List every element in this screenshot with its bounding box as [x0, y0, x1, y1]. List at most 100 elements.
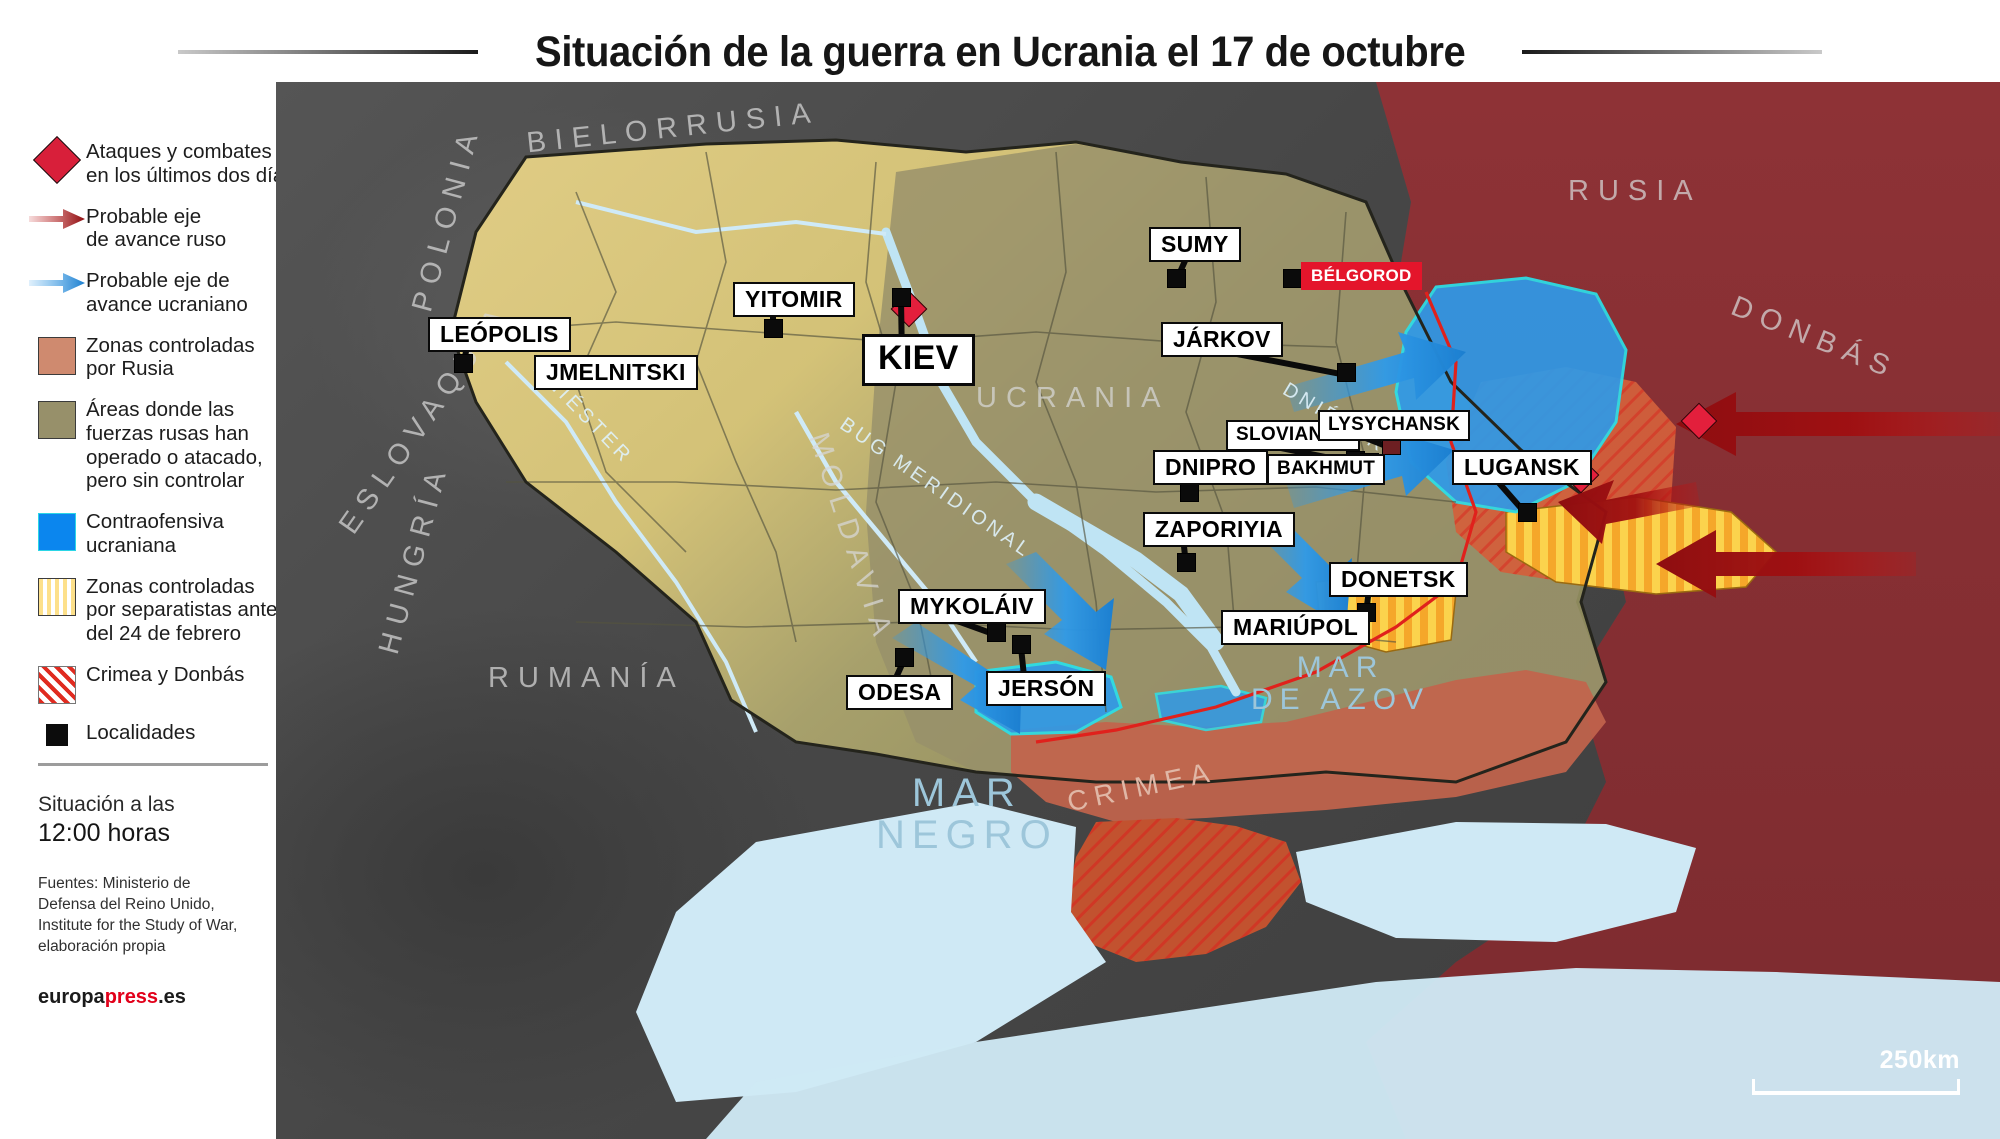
legend-item: Probable eje de avance ucraniano — [28, 269, 348, 317]
city-label[interactable]: ZAPORIYIA — [1143, 512, 1295, 548]
city-label[interactable]: BÉLGOROD — [1301, 262, 1422, 290]
city-marker-icon[interactable] — [895, 648, 914, 667]
legend-item: Localidades — [28, 721, 348, 747]
city-label[interactable]: KIEV — [862, 334, 975, 386]
city-label[interactable]: LYSYCHANSK — [1318, 410, 1471, 441]
city-marker-icon[interactable] — [1518, 503, 1537, 522]
blue-swatch-icon — [38, 513, 76, 552]
map-vector-layer — [449, 82, 2000, 1139]
city-marker-icon[interactable] — [764, 319, 783, 338]
legend-symbol — [28, 663, 86, 705]
sea-label: MAR NEGRO — [876, 771, 1058, 857]
legend-item: Ataques y combates en los últimos dos día… — [28, 135, 348, 188]
city-marker-icon[interactable] — [892, 288, 911, 307]
legend-item-label: Probable eje de avance ucraniano — [86, 269, 248, 316]
legend-symbol — [28, 721, 86, 747]
city-label[interactable]: BAKHMUT — [1267, 454, 1386, 485]
page-title: Situación de la guerra en Ucrania el 17 … — [534, 27, 1466, 76]
legend-symbol — [28, 205, 86, 230]
water-black-sea — [636, 802, 1106, 1102]
red-arrow-lugansk-north — [1676, 392, 2000, 456]
brand-black: europa — [38, 985, 105, 1008]
scale-value: 250km — [1879, 1046, 1960, 1074]
river-dniester — [504, 360, 758, 733]
situation-label: Situación a las — [38, 793, 175, 817]
legend-item: Probable eje de avance ruso — [28, 205, 348, 253]
brand-logo: europapress.es — [38, 986, 348, 1009]
legend-symbol — [28, 575, 86, 616]
city-label[interactable]: JÁRKOV — [1161, 322, 1283, 358]
brand-red: press — [104, 985, 159, 1008]
river-pripyat — [575, 200, 887, 236]
country-label: UCRANIA — [976, 382, 1170, 414]
header: Situación de la guerra en Ucrania el 17 … — [0, 0, 2000, 104]
title-rule-left — [177, 50, 478, 54]
city-label[interactable]: DNIPRO — [1153, 450, 1269, 486]
city-label[interactable]: LUGANSK — [1452, 450, 1592, 486]
city-marker-icon[interactable] — [987, 623, 1006, 642]
border-ukraine — [449, 138, 1608, 784]
scale-bar: 250km — [1752, 1046, 1960, 1095]
front-line — [1035, 291, 1478, 744]
red-diamond-icon — [32, 135, 82, 185]
legend-item-label: Ataques y combates en los últimos dos día… — [86, 140, 295, 187]
sources-note: Fuentes: Ministerio de Defensa del Reino … — [38, 875, 238, 956]
legend-item-label: Áreas donde las fuerzas rusas han operado … — [86, 398, 263, 493]
legend-item-label: Localidades — [86, 721, 196, 745]
country-label: RUMANÍA — [488, 662, 685, 694]
legend-divider — [38, 763, 268, 767]
city-label[interactable]: ODESA — [846, 675, 954, 711]
city-marker-icon[interactable] — [1283, 269, 1302, 288]
city-label[interactable]: MYKOLÁIV — [898, 589, 1046, 625]
legend-item-label: Crimea y Donbás — [86, 663, 245, 687]
city-label[interactable]: JERSÓN — [986, 671, 1107, 707]
legend-symbol — [28, 334, 86, 375]
salmon-swatch-icon — [38, 336, 76, 375]
legend-item-label: Zonas controladas por Rusia — [86, 333, 255, 381]
olive-swatch-icon — [38, 401, 76, 440]
red-arrow-donetsk — [1558, 480, 1700, 544]
city-marker-icon[interactable] — [1337, 363, 1356, 382]
legend-item-label: Probable eje de avance ruso — [86, 204, 227, 252]
sea-label: MAR DE AZOV — [1251, 651, 1431, 716]
city-marker-icon[interactable] — [1180, 483, 1199, 502]
region-russia-controlled-south — [1011, 670, 1606, 822]
russian-advance-arrows — [1558, 392, 2000, 598]
legend-item: Zonas controladas por separatistas antes d… — [28, 575, 348, 646]
legend-item: Crimea y Donbás — [28, 663, 348, 705]
legend-item-label: Zonas controladas por separatistas antes d… — [86, 574, 288, 646]
blue-arrow-icon — [29, 273, 85, 294]
legend-symbol — [28, 269, 86, 294]
red-hatched-swatch-icon — [38, 666, 76, 705]
city-label[interactable]: LEÓPOLIS — [428, 317, 571, 353]
blue-arrow-zaporiyia — [1006, 552, 1114, 670]
legend-symbol — [28, 135, 86, 185]
blue-arrow-sloviansk — [1286, 332, 1466, 412]
city-marker-icon[interactable] — [1167, 269, 1186, 288]
legend-item: Áreas donde las fuerzas rusas han operado … — [28, 398, 348, 493]
city-label[interactable]: SUMY — [1149, 227, 1241, 263]
legend-symbol — [28, 398, 86, 440]
legend-item: Zonas controladas por Rusia — [28, 334, 348, 382]
city-label[interactable]: YITOMIR — [733, 282, 855, 318]
city-label[interactable]: JMELNITSKI — [534, 355, 698, 391]
city-marker-icon[interactable] — [1012, 635, 1031, 654]
legend-symbol — [28, 510, 86, 552]
scale-bar-line — [1752, 1079, 1960, 1095]
region-crimea-hatch — [1066, 818, 1301, 962]
brand-tail: .es — [158, 985, 186, 1008]
map-canvas[interactable]: BIELORRUSIA POLONIA RUSIA DONBÁS UCRANIA ESLO… — [276, 82, 2000, 1139]
red-arrow-icon — [29, 208, 85, 229]
water-black-sea-south — [706, 968, 2000, 1139]
red-arrow-lugansk-south — [1656, 530, 1916, 598]
city-label[interactable]: MARIÚPOL — [1221, 610, 1371, 646]
city-label[interactable]: DONETSK — [1329, 562, 1468, 598]
city-marker-icon[interactable] — [1177, 553, 1196, 572]
legend-item: Contraofensiva ucraniana — [28, 510, 348, 558]
black-square-icon — [46, 724, 68, 747]
legend-item-label: Contraofensiva ucraniana — [86, 510, 224, 557]
city-marker-icon[interactable] — [454, 354, 473, 373]
yellow-striped-swatch-icon — [38, 577, 76, 616]
country-label: RUSIA — [1568, 175, 1702, 207]
